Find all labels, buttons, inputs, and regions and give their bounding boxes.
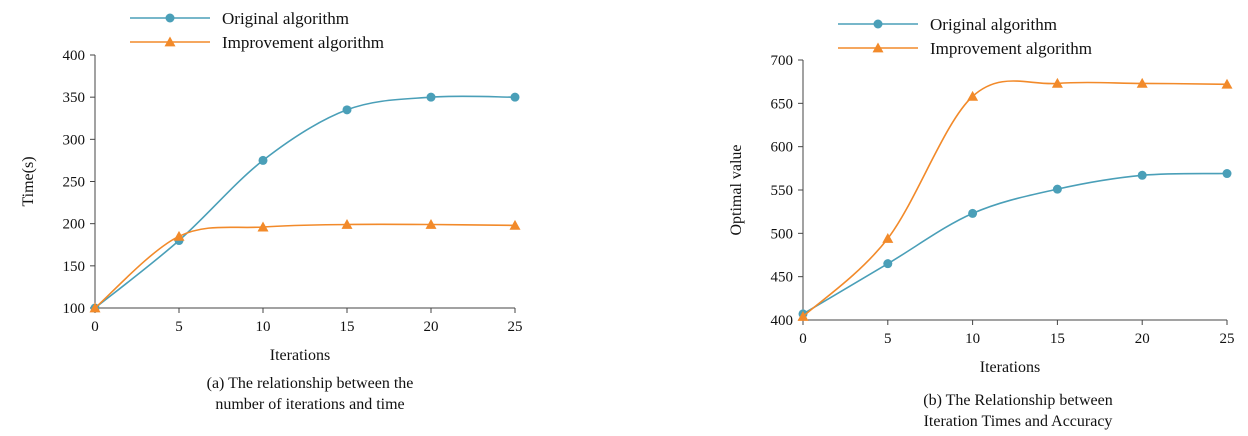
data-point-improvement [173, 230, 185, 241]
x-tick-label: 0 [91, 319, 99, 335]
y-tick-label: 300 [63, 132, 86, 148]
chart-caption: number of iterations and time [215, 396, 404, 413]
data-point-original [258, 155, 268, 165]
data-point-original [510, 92, 520, 102]
series-line-original [802, 172, 1228, 315]
y-axis-label: Time(s) [20, 156, 37, 206]
y-tick-label: 400 [63, 48, 86, 64]
x-tick-label: 20 [1135, 331, 1150, 347]
data-point-original [1222, 169, 1232, 179]
series-line-improvement [94, 223, 516, 309]
y-tick-label: 700 [771, 53, 794, 69]
chart-caption: (b) The Relationship between [923, 392, 1112, 409]
series-line-original [94, 95, 516, 309]
data-point-improvement [1221, 78, 1233, 89]
data-point-improvement [509, 219, 521, 230]
y-tick-label: 100 [63, 301, 86, 317]
x-tick-label: 5 [884, 331, 892, 347]
x-axis-label: Iterations [980, 359, 1040, 376]
data-point-improvement [257, 221, 269, 232]
data-point-improvement [1051, 77, 1063, 88]
y-tick-label: 450 [771, 270, 794, 286]
y-tick-label: 250 [63, 175, 86, 191]
y-axis-label: Optimal value [728, 144, 745, 235]
x-tick-label: 15 [1050, 331, 1065, 347]
data-point-original [342, 105, 352, 115]
y-tick-label: 600 [771, 140, 794, 156]
chart-accuracy: 400 450 500 550 600 650 700 0 5 10 15 20 25 Iteration… [728, 15, 1235, 430]
legend-label: Improvement algorithm [222, 33, 384, 52]
y-tick-label: 400 [771, 313, 794, 329]
legend-marker [165, 13, 175, 23]
legend-marker [873, 19, 883, 29]
y-tick-label: 150 [63, 259, 86, 275]
data-point-improvement [341, 219, 353, 229]
y-tick-label: 200 [63, 217, 86, 233]
data-point-original [1052, 184, 1062, 194]
y-tick-label: 500 [771, 226, 794, 242]
chart-caption: (a) The relationship between the [207, 375, 414, 392]
data-point-original [426, 92, 436, 102]
data-point-improvement [89, 302, 101, 313]
legend-label: Original algorithm [930, 15, 1057, 34]
x-tick-label: 15 [340, 319, 355, 335]
x-tick-label: 10 [256, 319, 271, 335]
x-tick-label: 10 [965, 331, 980, 347]
x-tick-label: 25 [1220, 331, 1235, 347]
legend-marker [872, 42, 884, 53]
data-point-original [968, 208, 978, 218]
x-tick-label: 0 [799, 331, 807, 347]
x-tick-label: 5 [175, 319, 183, 335]
x-axis-label: Iterations [270, 347, 330, 364]
legend-label: Original algorithm [222, 9, 349, 28]
y-tick-label: 550 [771, 183, 794, 199]
data-point-original [1137, 170, 1147, 180]
legend-marker [164, 36, 176, 47]
y-tick-label: 650 [771, 96, 794, 112]
legend-label: Improvement algorithm [930, 39, 1092, 58]
data-point-improvement [797, 311, 809, 321]
x-tick-label: 20 [424, 319, 439, 335]
data-point-improvement [425, 219, 437, 229]
chart-caption: Iteration Times and Accuracy [924, 413, 1113, 430]
data-point-improvement [882, 233, 894, 243]
data-point-improvement [967, 90, 979, 101]
chart-time: 100 150 200 250 300 350 400 0 5 10 15 20 25 Iteration… [20, 9, 523, 413]
data-point-original [883, 259, 893, 269]
x-tick-label: 25 [508, 319, 523, 335]
data-point-improvement [1136, 77, 1148, 88]
y-tick-label: 350 [63, 90, 86, 106]
